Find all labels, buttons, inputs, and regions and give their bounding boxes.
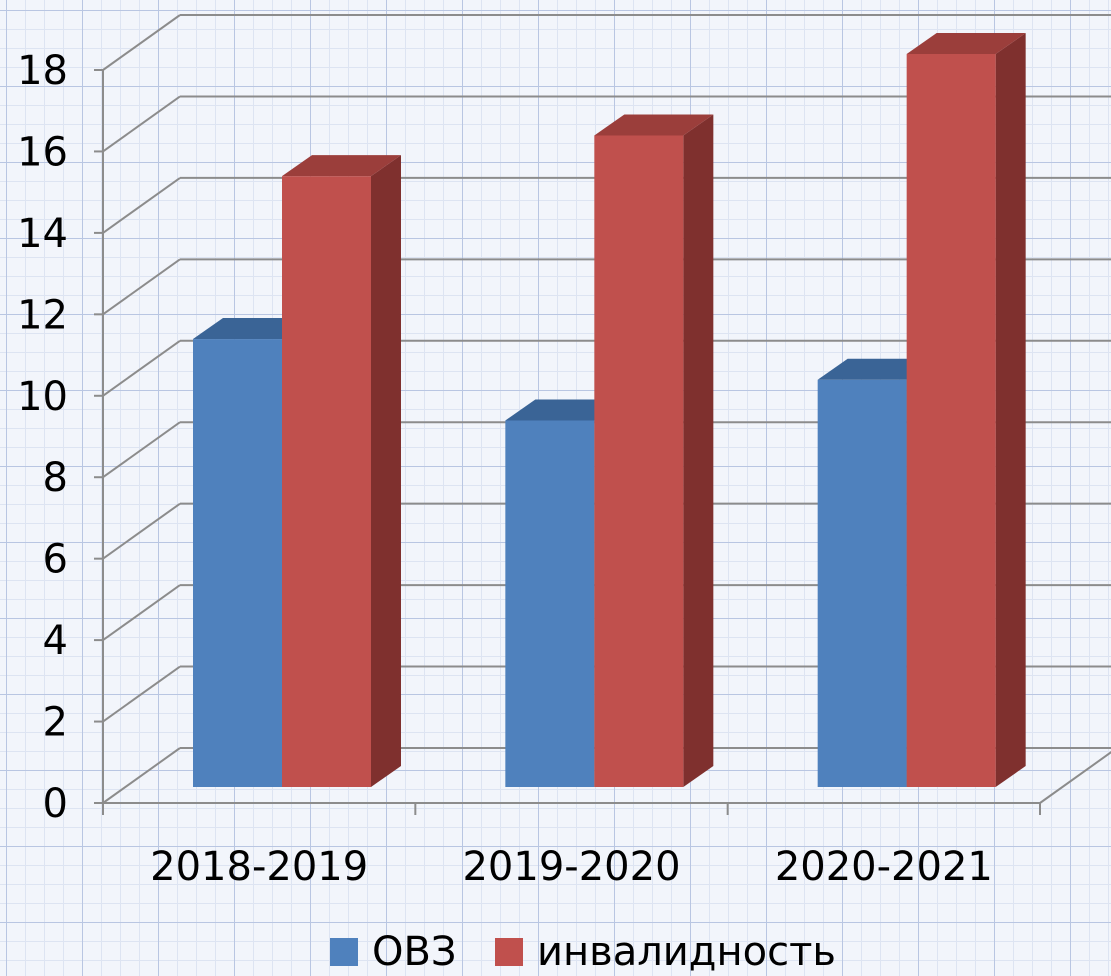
grid-diagonal [102, 665, 181, 723]
grid-diagonal [102, 177, 181, 234]
grid-diagonal [102, 339, 181, 397]
bar-top [906, 33, 1026, 54]
y-tick-label: 4 [43, 618, 68, 664]
category-label: 2018-2019 [150, 844, 368, 890]
floor-edge [1039, 751, 1111, 804]
legend-label-disability: инвалидность [537, 929, 836, 975]
y-tick-label: 0 [43, 781, 68, 827]
y-tick-label: 10 [17, 374, 68, 420]
y-tick-label: 16 [17, 129, 68, 175]
bar-ovz [193, 339, 282, 787]
category-label: 2019-2020 [462, 844, 680, 890]
grid-diagonal [102, 95, 181, 153]
bar-top [594, 114, 714, 136]
bar-ovz [505, 420, 595, 787]
grid-diagonal [102, 584, 181, 641]
y-tick-label: 6 [43, 537, 68, 583]
grid-diagonal [102, 747, 181, 804]
grid-diagonal [102, 258, 181, 316]
legend-label-ovz: ОВЗ [372, 929, 457, 975]
legend: ОВЗ инвалидность [330, 929, 836, 975]
bar-ovz [817, 379, 907, 787]
legend-swatch-disability [495, 938, 523, 966]
legend-swatch-ovz [330, 938, 358, 966]
y-tick-label: 12 [17, 292, 68, 338]
grid-diagonal [102, 502, 181, 560]
y-tick-label: 8 [43, 455, 68, 501]
y-tick-label: 2 [43, 700, 68, 746]
bar-disability [906, 54, 996, 787]
bar-side [995, 33, 1026, 787]
bar-disability [282, 176, 371, 787]
bar-side [371, 155, 401, 787]
grid-diagonal [102, 14, 181, 71]
bar-disability [594, 135, 684, 787]
chart-axes [94, 69, 1111, 815]
grid-diagonal [102, 421, 181, 479]
bar-top [282, 155, 401, 177]
chart-bars [193, 33, 1026, 787]
y-tick-label: 14 [17, 211, 68, 257]
category-label: 2020-2021 [775, 844, 993, 890]
y-tick-label: 18 [17, 48, 68, 94]
chart-labels: 0 2 4 6 8 10 12 14 16 18 2018-2019 2019-2020 2020-20… [17, 48, 993, 890]
bar-side [683, 114, 714, 787]
